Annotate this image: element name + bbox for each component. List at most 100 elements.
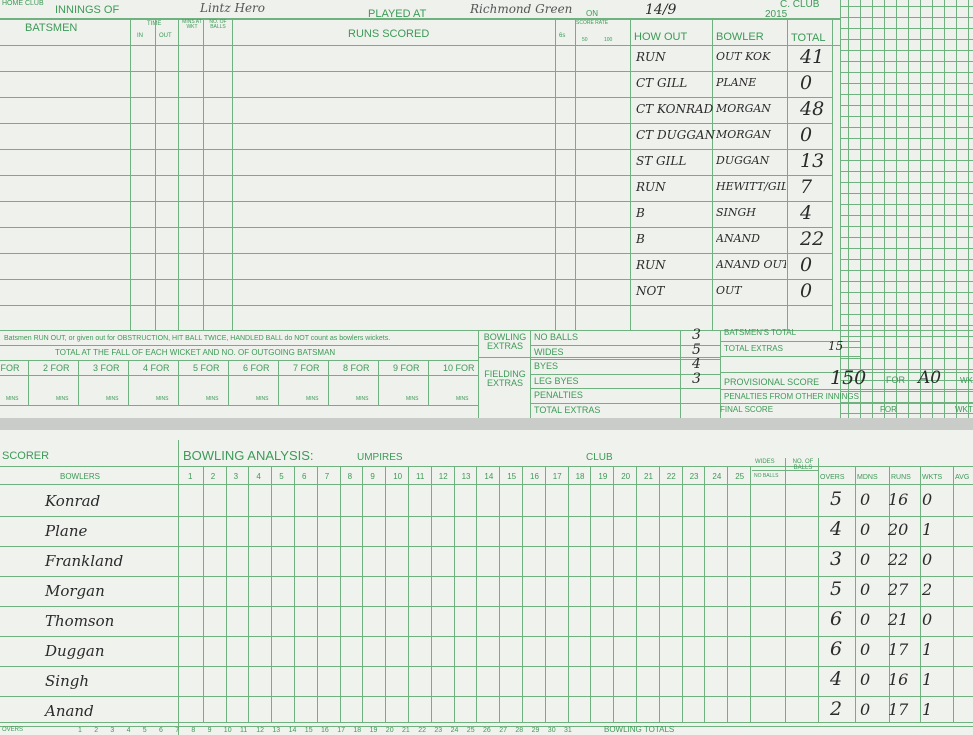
rule [840,303,973,304]
rule [720,341,860,342]
handwritten: RUN [636,50,666,64]
label: 9 [370,472,375,481]
handwritten: SINGH [716,207,756,218]
label: MINS [56,396,69,402]
label: WKTS [955,405,973,414]
label: 4 [126,727,131,734]
handwritten: 1 [922,700,933,719]
handwritten: 41 [800,46,825,68]
rule [840,94,973,95]
rule [840,270,973,271]
label: TOTAL AT THE FALL OF EACH WICKET AND NO.… [55,348,336,357]
rule [530,388,720,389]
label: PROVISIONAL SCORE [724,377,820,387]
rule [840,292,973,293]
rule [278,360,279,405]
label: 4 FOR [143,363,170,373]
rule [832,18,833,330]
rule [294,466,295,722]
rule [720,356,860,357]
label: 30 [547,727,556,734]
label: PENALTIES FROM OTHER INNINGS [724,392,859,401]
rule [840,39,973,40]
rule [968,0,969,418]
rule [840,314,973,315]
handwritten: 5 [692,341,701,358]
handwritten: DUGGAN [716,155,770,166]
label: 4 [256,472,261,481]
rule [818,466,819,722]
handwritten: Konrad [45,492,101,510]
label: TOTAL [791,32,826,44]
label: MINS [206,396,219,402]
handwritten: Singh [45,672,89,690]
handwritten: 4 [692,356,701,372]
label: FOR [880,405,897,414]
rule [478,330,479,418]
rule [530,373,720,375]
rule [840,369,973,370]
handwritten: 0 [800,254,813,276]
handwritten: 17 [888,640,909,659]
rule [681,466,683,722]
handwritten: 22 [888,550,909,569]
label: RUNS [891,474,911,481]
label: 2 FOR [43,363,70,373]
rule [840,127,973,128]
label: 27 [499,727,507,734]
rule [840,336,973,337]
rule [362,466,364,722]
rule [712,18,713,330]
handwritten: 0 [860,490,871,509]
handwritten: 0 [922,490,933,509]
label: NO BALLS [754,473,779,479]
handwritten: Richmond Green [470,2,573,16]
rule [0,45,840,46]
label: UMPIRES [357,452,403,463]
label: 15 [507,472,517,481]
label: 29 [531,727,540,734]
handwritten: 14/9 [645,2,677,18]
rule [0,726,973,727]
rule [555,18,556,330]
rule [28,360,29,405]
rule [248,466,250,722]
label: 5 FOR [193,363,220,373]
handwritten: Plane [45,522,88,540]
handwritten: A0 [918,368,942,388]
handwritten: 4 [830,518,843,540]
rule [840,171,973,172]
label: 3 [233,472,239,481]
rule [385,466,387,722]
rule [840,72,973,73]
label: BATSMEN'S TOTAL [724,328,797,337]
bowling-sheet [0,430,973,735]
rule [430,466,432,722]
rule [178,18,179,330]
label: WIDES [755,459,775,465]
rule [636,466,637,722]
label: 23 [689,472,699,481]
label: 7 FOR [293,363,320,373]
label: C. CLUB [780,0,820,10]
label: 10 [223,727,232,734]
handwritten: Anand [45,702,94,720]
label: AVG [955,474,970,481]
rule [889,466,890,722]
label: 20 [621,472,631,481]
label: 25 [466,727,475,734]
label: 22 [418,727,426,734]
rule [704,466,706,722]
label: 28 [515,727,524,734]
batting-sheet [0,0,973,418]
label: PENALTIES [534,390,583,400]
handwritten: 13 [800,150,825,172]
label: 6 FOR [243,363,270,373]
rule [840,347,973,348]
label: 14 [288,727,297,734]
label: 24 [712,472,722,481]
label: WIDES [534,346,564,357]
handwritten: 2 [922,580,933,599]
handwritten: 5 [830,488,843,510]
label: 7 [324,472,330,481]
